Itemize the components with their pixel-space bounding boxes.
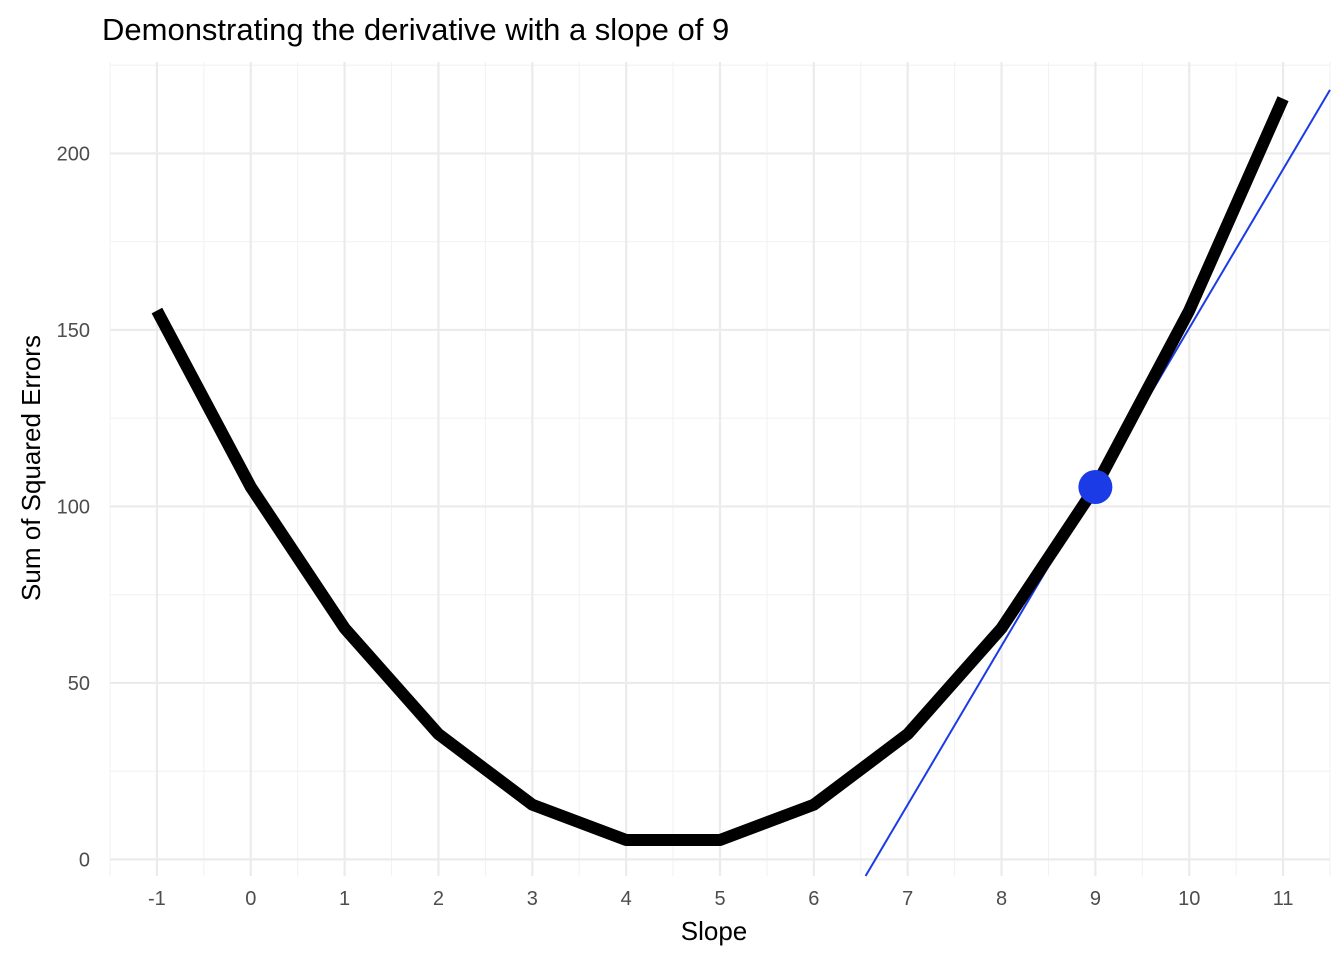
x-tick-label: 8 [996, 888, 1007, 910]
y-tick-label: 50 [68, 673, 90, 695]
y-tick-label: 200 [57, 143, 90, 165]
y-tick-label: 0 [79, 849, 90, 871]
x-tick-label: 2 [433, 888, 444, 910]
x-axis-label: Slope [681, 916, 748, 946]
y-axis-ticks: 0 50 100 150 200 [57, 143, 90, 871]
point-layer [1078, 470, 1113, 505]
y-tick-label: 150 [57, 320, 90, 342]
x-tick-label: 4 [621, 888, 632, 910]
x-tick-label: 9 [1090, 888, 1101, 910]
x-tick-label: 11 [1273, 888, 1294, 910]
x-tick-label: 3 [527, 888, 538, 910]
x-tick-label: 1 [339, 888, 350, 910]
x-tick-label: 0 [245, 888, 256, 910]
y-tick-label: 100 [57, 496, 90, 518]
x-axis-ticks: -1 0 1 2 3 4 5 6 7 8 9 10 11 [148, 888, 1293, 910]
x-tick-label: 10 [1178, 888, 1200, 910]
grid [109, 62, 1331, 876]
chart-title: Demonstrating the derivative with a slop… [102, 12, 729, 47]
x-tick-label: 6 [808, 888, 819, 910]
x-tick-label: 7 [902, 888, 913, 910]
y-axis-label: Sum of Squared Errors [16, 335, 46, 601]
highlight-point [1078, 470, 1113, 505]
x-tick-label: -1 [148, 888, 166, 910]
x-tick-label: 5 [714, 888, 725, 910]
